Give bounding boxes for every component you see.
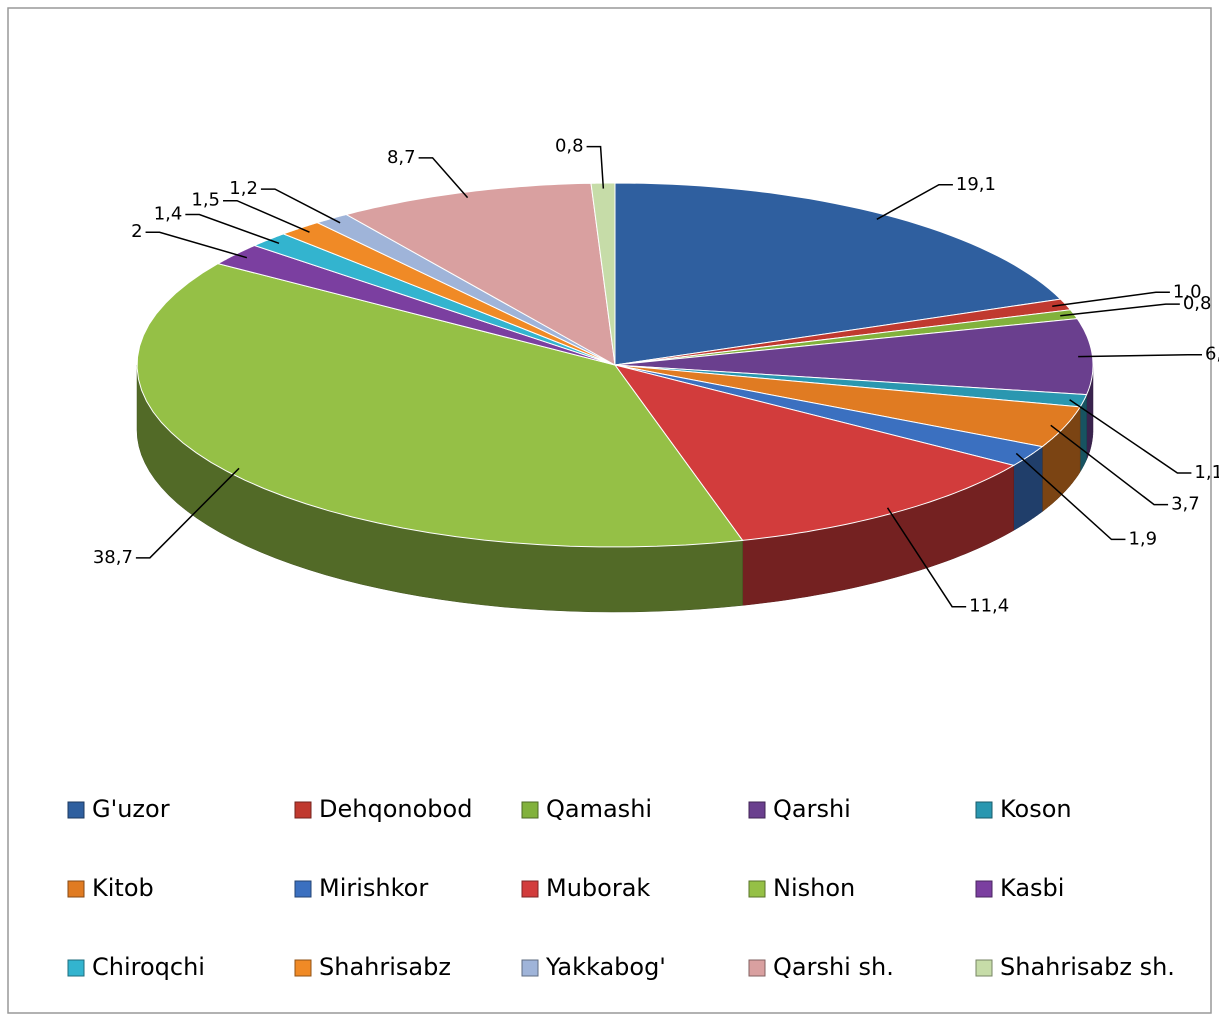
legend-swatch	[294, 801, 312, 819]
legend-label: Shahrisabz sh.	[1000, 953, 1175, 981]
leader-line	[1015, 452, 1126, 541]
leader-line	[145, 231, 248, 259]
legend-swatch	[294, 880, 312, 898]
legend-swatch	[975, 880, 993, 898]
legend-swatch	[748, 959, 766, 977]
legend-label: Mirishkor	[319, 874, 428, 902]
legend-swatch	[67, 801, 85, 819]
legend-swatch	[521, 880, 539, 898]
data-label: 19,1	[956, 174, 996, 195]
legend-swatch	[67, 959, 85, 977]
legend-label: Yakkabog'	[545, 953, 666, 981]
leader-line	[586, 145, 605, 189]
data-label: 1,1	[1194, 462, 1219, 483]
legend-swatch	[67, 880, 85, 898]
slice	[614, 364, 1081, 448]
data-label: 1,5	[191, 190, 220, 211]
data-label: 6,7	[1205, 344, 1219, 365]
data-label: 3,7	[1171, 494, 1200, 515]
slice	[613, 364, 1016, 541]
legend-swatch	[748, 801, 766, 819]
data-label: 0,8	[555, 136, 584, 157]
data-label: 1,4	[154, 203, 183, 224]
leader-line	[886, 507, 967, 608]
legend-swatch	[521, 959, 539, 977]
leader-line	[185, 213, 280, 245]
legend-label: Nishon	[773, 874, 855, 902]
leader-line	[135, 467, 240, 559]
leader-line	[1050, 424, 1169, 506]
data-label: 0,8	[1183, 293, 1212, 314]
legend-label: Qamashi	[546, 795, 652, 823]
data-label: 38,7	[93, 547, 133, 568]
data-label: 1,2	[229, 178, 258, 199]
legend-swatch	[521, 801, 539, 819]
data-label: 2	[131, 221, 142, 242]
legend-label: Kitob	[92, 874, 154, 902]
data-label: 1,9	[1128, 528, 1157, 549]
data-label: 1,0	[1173, 281, 1202, 302]
leader-line	[1069, 399, 1192, 474]
leader-line	[1052, 291, 1170, 307]
data-label: 11,4	[969, 596, 1009, 617]
legend-label: Shahrisabz	[319, 953, 451, 981]
legend-label: Qarshi	[773, 795, 851, 823]
legend-label: G'uzor	[92, 795, 170, 823]
legend-label: Chiroqchi	[92, 953, 205, 981]
legend-label: Muborak	[546, 874, 650, 902]
legend-label: Qarshi sh.	[773, 953, 894, 981]
slice	[614, 364, 1044, 466]
leader-line	[1060, 303, 1180, 317]
slice	[136, 263, 744, 548]
legend-label: Kasbi	[1000, 874, 1064, 902]
legend-swatch	[748, 880, 766, 898]
leader-line	[1078, 353, 1202, 358]
legend-label: Dehqonobod	[319, 795, 472, 823]
legend-label: Koson	[1000, 795, 1072, 823]
leader-line	[260, 188, 341, 224]
legend-swatch	[975, 801, 993, 819]
data-label: 8,7	[387, 147, 416, 168]
legend-swatch	[975, 959, 993, 977]
legend-swatch	[294, 959, 312, 977]
leader-line	[418, 157, 469, 199]
leader-line	[876, 184, 953, 220]
leader-line	[223, 199, 310, 233]
